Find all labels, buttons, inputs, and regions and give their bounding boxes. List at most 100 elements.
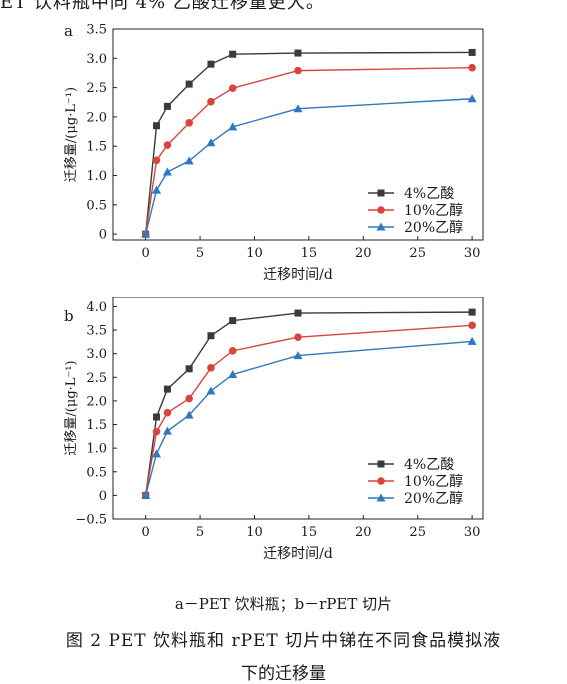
y-tick-label: 3.5 [86,324,107,339]
chart-b: 0 5 10 15 20 25 30 −0.5 0 0.5 1.0 1.5 2.0 2.5 3.0 3.5 4.… [64,297,484,562]
data-point-0-1 [153,122,161,130]
y-tick-label: 3.5 [86,23,107,38]
figure-caption-continued: 下的迁移量 [241,664,326,684]
data-point-2-3 [184,410,194,419]
x-tick-label: 5 [196,246,204,261]
data-point-1-5 [228,347,237,355]
data-point-2-0 [141,490,151,499]
y-tick-label: 2.0 [86,394,107,409]
data-point-1-7 [468,63,476,72]
data-point-0-1 [153,413,161,421]
data-point-1-4 [207,97,215,106]
y-tick-label: 0.5 [86,198,107,213]
y-tick-label: 2.0 [86,110,107,125]
x-tick-label: 0 [142,525,150,540]
data-point-2-2 [162,167,172,176]
x-tick-label: 20 [355,246,372,261]
data-point-0-5 [229,50,237,58]
data-point-0-7 [468,48,476,56]
x-tick-label: 0 [142,246,150,261]
legend-label: 4%乙酸 [404,457,454,473]
data-point-2-4 [206,138,216,147]
legend-marker [377,189,385,197]
chart-a: 0 5 10 15 20 25 30 0 0.5 1.0 1.5 2.0 2.5 3.0 3.5 迁移时间/d… [64,23,484,283]
legend-label: 20%乙醇 [404,219,463,236]
x-tick-label: 20 [355,525,372,540]
data-point-0-4 [207,332,215,340]
series-line-2 [144,98,473,235]
x-tick-label: 30 [464,246,481,261]
data-point-1-3 [185,394,193,403]
data-point-2-5 [228,369,238,378]
legend-marker [376,493,386,502]
y-tick-label: 4.0 [86,300,107,315]
plot-frame [112,297,484,520]
data-point-1-2 [163,141,172,149]
data-point-0-3 [185,365,193,373]
legend-label: 4%乙酸 [404,186,454,202]
data-point-0-2 [163,102,171,110]
legend-marker [377,206,385,214]
y-tick-label: 0 [99,228,107,243]
data-point-0-6 [294,309,302,317]
y-tick-label: 1.0 [86,169,107,184]
legend-marker [377,460,385,468]
data-point-1-5 [228,84,237,92]
data-point-2-5 [228,122,238,131]
figure-subcaption: a－PET 饮料瓶；b－rPET 切片 [174,595,393,613]
data-point-2-4 [206,386,216,395]
data-point-1-7 [468,321,476,330]
preceding-text-line: ET 饮料瓶中同 4% 乙酸迁移量更大。 [0,0,325,13]
data-point-0-4 [207,60,215,68]
y-tick-label: 0 [99,489,107,504]
y-tick-label: 1.0 [86,442,107,457]
legend-marker [377,477,385,485]
data-point-0-7 [468,308,476,316]
x-tick-label: 10 [246,246,263,261]
x-tick-label: 25 [409,246,426,261]
legend-label: 20%乙醇 [404,490,463,507]
x-tick-label: 30 [464,525,481,540]
data-point-2-6 [293,351,303,360]
y-axis-label: 迁移量/(μg·L⁻¹) [64,360,79,455]
data-point-1-1 [152,156,161,165]
data-point-2-0 [141,229,151,238]
data-point-1-2 [163,408,172,417]
y-tick-label: 0.5 [86,465,107,480]
panel-label-b: b [64,307,74,325]
y-tick-label: 1.5 [86,140,107,155]
data-point-1-1 [152,427,161,436]
data-point-2-6 [293,104,303,113]
x-tick-label: 10 [246,525,263,540]
data-point-0-3 [185,80,193,88]
y-tick-label: 3.0 [86,347,107,362]
x-axis-label: 迁移时间/d [263,546,333,562]
y-tick-label: 3.0 [86,52,107,67]
legend-label: 10%乙醇 [404,473,463,490]
data-point-2-1 [152,185,162,194]
x-tick-label: 5 [196,525,204,540]
y-axis-label: 迁移量/(μg·L⁻¹) [64,87,79,182]
data-point-0-5 [229,317,237,325]
series-line-0 [144,311,473,496]
data-point-2-1 [152,449,162,458]
x-tick-label: 15 [301,246,318,261]
series-line-2 [144,340,473,496]
x-axis-label: 迁移时间/d [263,267,333,283]
data-point-0-6 [294,49,302,57]
legend-marker [376,222,386,231]
y-tick-label: 1.5 [86,418,107,433]
x-tick-label: 25 [409,525,426,540]
figure-caption: 图 2 PET 饮料瓶和 rPET 切片中锑在不同食品模拟液 [65,631,502,651]
panel-label-a: a [64,22,73,40]
y-tick-label: 2.5 [86,371,107,386]
x-tick-label: 15 [301,525,318,540]
data-point-2-7 [467,336,477,345]
data-point-1-4 [207,364,215,372]
data-point-2-7 [467,94,477,103]
data-point-1-6 [294,333,302,341]
data-point-2-2 [162,426,172,435]
data-point-1-3 [185,118,193,127]
legend-label: 10%乙醇 [404,202,463,219]
data-point-0-2 [163,385,171,393]
